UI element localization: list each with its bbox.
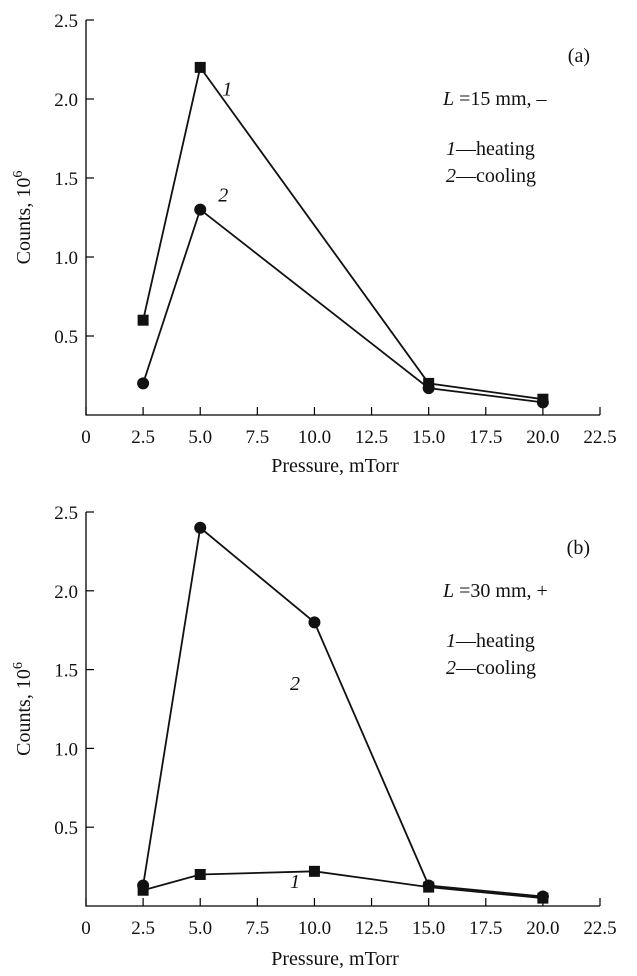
curve-label: 2	[290, 673, 300, 695]
y-axis-title-exponent: 6	[11, 171, 26, 178]
data-point-circle	[308, 616, 321, 629]
series-line-1	[142, 65, 544, 401]
condition-value: =30 mm, +	[454, 580, 548, 602]
legend-number: 1	[446, 138, 456, 160]
x-tick-label: 17.5	[469, 918, 502, 939]
x-axis-title: Pressure, mTorr	[271, 948, 399, 970]
x-tick-label: 2.5	[131, 918, 155, 939]
y-tick-label: 2.0	[54, 90, 78, 111]
y-tick-label: 1.0	[54, 248, 78, 269]
legend-text: —cooling	[455, 657, 536, 679]
data-point-square	[194, 61, 206, 73]
x-tick-label: 12.5	[355, 918, 388, 939]
data-point-square	[308, 865, 320, 877]
x-tick-label: 2.5	[131, 427, 155, 448]
legend-text: —cooling	[455, 165, 536, 187]
x-tick-label: 15.0	[412, 427, 445, 448]
x-tick-label: 10.0	[298, 918, 331, 939]
x-tick-label: 20.0	[526, 918, 559, 939]
x-tick-label: 20.0	[526, 427, 559, 448]
data-point-square	[194, 868, 206, 880]
chart-panel-b: 0 2.5 5.0 7.5 10.0 12.5 15.0 17.5 20.0 22.50.51.0…	[11, 503, 617, 970]
legend-entry: 2—cooling	[446, 657, 536, 679]
y-tick-label: 2.0	[54, 582, 78, 603]
x-tick-label: 22.5	[583, 918, 616, 939]
data-point-circle	[194, 203, 207, 216]
x-tick-label: 10.0	[298, 427, 331, 448]
data-point-square	[137, 314, 149, 326]
y-axis-title-text: Counts, 10	[13, 669, 35, 756]
x-tick-label: 7.5	[245, 918, 269, 939]
legend-text: —heating	[455, 138, 535, 160]
legend-entry: 1—heating	[446, 138, 535, 160]
axis-frame	[85, 512, 600, 907]
y-tick-label: 2.5	[54, 11, 78, 32]
data-point-circle	[422, 879, 435, 892]
x-tick-label: 0	[81, 918, 91, 939]
curve-label: 2	[218, 185, 228, 207]
condition-variable: L	[442, 580, 454, 602]
x-tick-label: 22.5	[583, 427, 616, 448]
y-axis-title-exponent: 6	[11, 662, 26, 669]
legend-text: —heating	[455, 630, 535, 652]
x-tick-label: 15.0	[412, 918, 445, 939]
data-point-circle	[422, 382, 435, 395]
x-tick-label: 17.5	[469, 427, 502, 448]
y-axis-title: Counts, 106	[11, 171, 35, 265]
curve-label: 1	[290, 871, 300, 893]
x-axis-title: Pressure, mTorr	[271, 455, 399, 477]
y-tick-label: 2.5	[54, 503, 78, 524]
legend-entry: 1—heating	[446, 630, 535, 652]
x-tick-label: 5.0	[188, 427, 212, 448]
y-tick-label: 1.5	[54, 661, 78, 682]
y-axis-title-text: Counts, 10	[13, 178, 35, 265]
data-point-circle	[137, 879, 150, 892]
panel-label: (a)	[568, 45, 590, 67]
curve-label: 1	[222, 78, 232, 100]
condition-label: L =15 mm, –	[442, 88, 548, 110]
data-point-circle	[536, 890, 549, 903]
x-tick-label: 7.5	[245, 427, 269, 448]
condition-label: L =30 mm, +	[442, 580, 548, 602]
x-tick-label: 0	[81, 427, 91, 448]
y-tick-label: 1.0	[54, 739, 78, 760]
panel-label: (b)	[567, 537, 590, 559]
data-point-circle	[137, 377, 150, 390]
x-tick-label: 12.5	[355, 427, 388, 448]
data-point-circle	[194, 521, 207, 534]
data-point-circle	[536, 396, 549, 409]
y-axis-title: Counts, 106	[11, 662, 35, 756]
y-tick-label: 0.5	[54, 327, 78, 348]
condition-variable: L	[442, 88, 454, 110]
x-tick-label: 5.0	[188, 918, 212, 939]
y-tick-label: 0.5	[54, 818, 78, 839]
axis-frame	[85, 20, 600, 416]
legend-number: 1	[446, 630, 456, 652]
y-tick-label: 1.5	[54, 169, 78, 190]
legend-number: 2	[446, 657, 456, 679]
chart-panel-a: 0 2.5 5.0 7.5 10.0 12.5 15.0 17.5 20.0 22.50.51.0…	[11, 11, 617, 477]
series-line-2	[142, 208, 544, 404]
legend-entry: 2—cooling	[446, 165, 536, 187]
condition-value: =15 mm, –	[454, 88, 547, 110]
legend-number: 2	[446, 165, 456, 187]
